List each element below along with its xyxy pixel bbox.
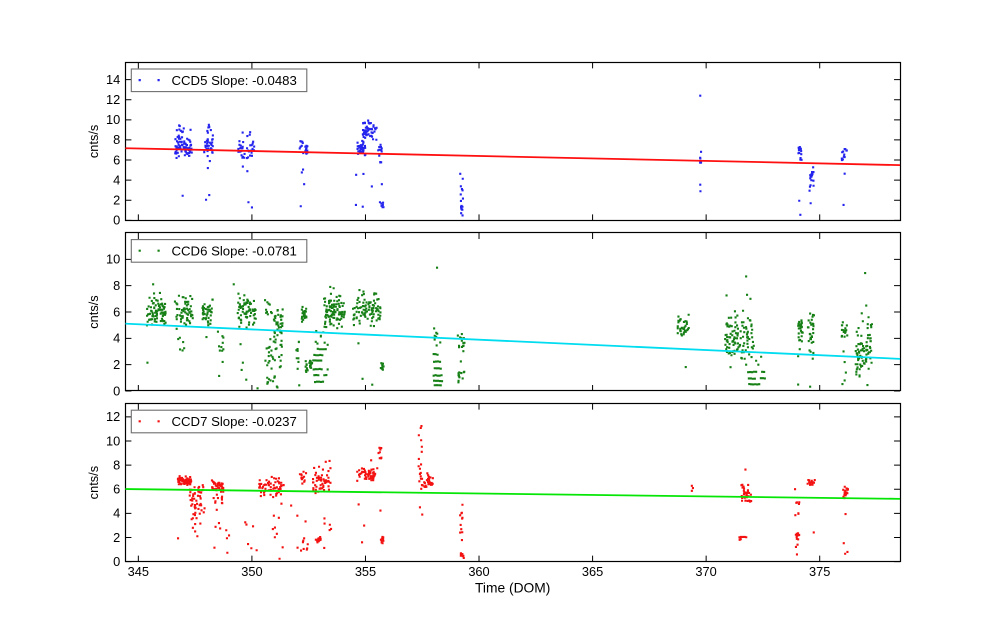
svg-text:4: 4 (113, 331, 120, 346)
svg-text:14: 14 (106, 72, 120, 87)
svg-text:Time (DOM): Time (DOM) (475, 581, 550, 596)
svg-text:12: 12 (106, 409, 120, 424)
svg-text:375: 375 (809, 564, 830, 579)
svg-text:10: 10 (106, 112, 120, 127)
svg-text:360: 360 (468, 564, 489, 579)
svg-text:355: 355 (355, 564, 376, 579)
svg-text:370: 370 (695, 564, 716, 579)
svg-text:cnts/s: cnts/s (86, 125, 101, 158)
svg-text:2: 2 (113, 530, 120, 545)
svg-text:4: 4 (113, 173, 120, 188)
svg-text:6: 6 (113, 152, 120, 167)
svg-text:2: 2 (113, 193, 120, 208)
svg-text:cnts/s: cnts/s (86, 295, 101, 328)
svg-text:2: 2 (113, 357, 120, 372)
svg-text:8: 8 (113, 278, 120, 293)
svg-text:0: 0 (113, 554, 120, 569)
svg-text:CCD5 Slope: -0.0483: CCD5 Slope: -0.0483 (172, 73, 297, 88)
svg-text:6: 6 (113, 304, 120, 319)
svg-text:12: 12 (106, 92, 120, 107)
svg-text:4: 4 (113, 506, 120, 521)
svg-text:CCD6 Slope: -0.0781: CCD6 Slope: -0.0781 (172, 243, 297, 258)
svg-text:345: 345 (128, 564, 149, 579)
svg-text:cnts/s: cnts/s (86, 466, 101, 499)
svg-text:10: 10 (106, 433, 120, 448)
svg-text:6: 6 (113, 482, 120, 497)
svg-text:8: 8 (113, 132, 120, 147)
svg-text:365: 365 (582, 564, 603, 579)
svg-text:0: 0 (113, 383, 120, 398)
svg-text:350: 350 (241, 564, 262, 579)
svg-text:0: 0 (113, 213, 120, 228)
svg-text:10: 10 (106, 252, 120, 267)
svg-text:CCD7 Slope: -0.0237: CCD7 Slope: -0.0237 (172, 414, 297, 429)
svg-text:8: 8 (113, 457, 120, 472)
